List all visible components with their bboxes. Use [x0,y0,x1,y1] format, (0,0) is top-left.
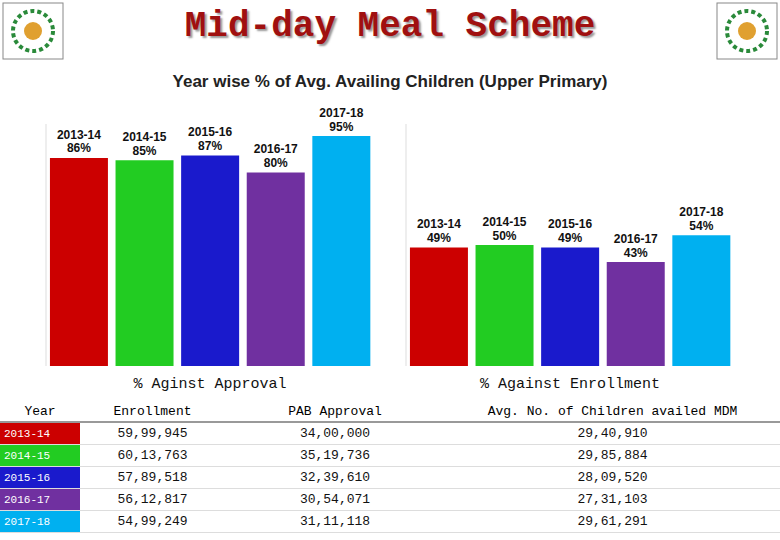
html-text:2014-15: 2014-15 [4,449,51,462]
svg-text:2015-1649%: 2015-1649% [548,217,592,245]
html-text:Year: Year [24,404,56,419]
html-text:29,85,884: 29,85,884 [577,448,648,463]
svg-text:2017-1854%: 2017-1854% [679,205,723,233]
html-text:2013-14: 2013-14 [4,427,51,440]
html-text:2017-18: 2017-18 [4,515,51,528]
svg-text:2014-1550%: 2014-1550% [483,215,527,243]
svg-text:2013-1449%: 2013-1449% [417,217,461,245]
html-text:29,40,910: 29,40,910 [577,426,648,441]
html-text:2016-17: 2016-17 [4,493,51,506]
html-text:54,99,249: 54,99,249 [117,514,188,529]
html-text:Mid-day Meal Scheme: Mid-day Meal Scheme [184,6,596,47]
html-text:34,00,000: 34,00,000 [299,426,371,441]
html-text:Avg. No. of Children availed M: Avg. No. of Children availed MDM [487,404,738,419]
html-text:30,54,071: 30,54,071 [299,492,371,507]
svg-text:2016-1743%: 2016-1743% [614,232,658,260]
html-text:28,09,520: 28,09,520 [577,470,648,485]
svg-text:2015-1687%: 2015-1687% [188,125,232,153]
svg-text:2014-1585%: 2014-1585% [123,130,167,158]
html-text:60,13,763: 60,13,763 [117,448,188,463]
html-text:Year wise % of Avg. Availing C: Year wise % of Avg. Availing Children (U… [172,72,608,91]
html-text:29,61,291: 29,61,291 [577,514,648,529]
html-text:27,31,103: 27,31,103 [577,492,648,507]
html-text:31,11,118: 31,11,118 [299,514,371,529]
html-text:32,39,610: 32,39,610 [299,470,371,485]
html-text:% Aginst Approval: % Aginst Approval [133,376,287,393]
html-text:59,99,945: 59,99,945 [117,426,188,441]
html-text:35,19,736: 35,19,736 [299,448,371,463]
html-text:PAB Approval: PAB Approval [288,404,382,419]
svg-text:2013-1486%: 2013-1486% [57,128,101,156]
svg-text:2017-1895%: 2017-1895% [319,106,363,134]
html-text:2015-16: 2015-16 [4,471,51,484]
html-text:Enrollment: Enrollment [113,404,192,419]
html-text:57,89,518: 57,89,518 [117,470,188,485]
html-text:% Against Enrollment: % Against Enrollment [480,376,660,393]
svg-text:2016-1780%: 2016-1780% [254,142,298,170]
html-text:56,12,817: 56,12,817 [117,492,188,507]
